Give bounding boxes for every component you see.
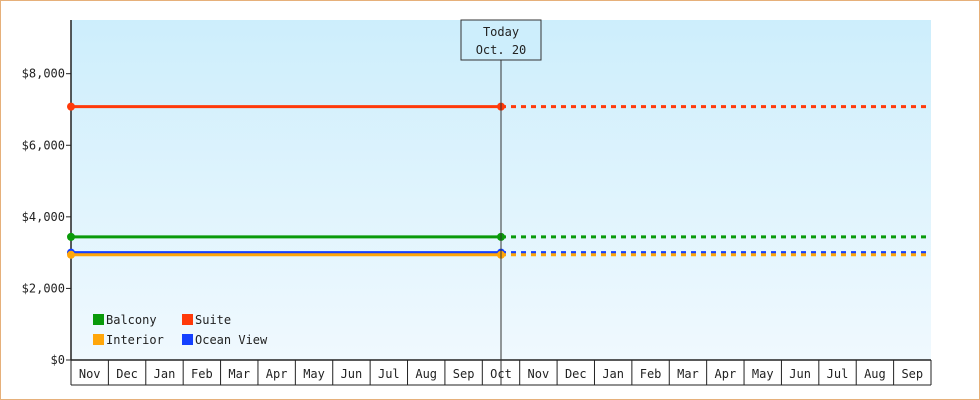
legend-label: Balcony [106,313,157,327]
legend-label: Suite [195,313,231,327]
y-tick-label: $0 [51,353,65,367]
y-tick-label: $6,000 [22,138,65,152]
y-tick-label: $2,000 [22,281,65,295]
y-tick-label: $4,000 [22,210,65,224]
legend-label: Ocean View [195,333,268,347]
legend-label: Interior [106,333,164,347]
legend-swatch [182,334,193,345]
series-point[interactable] [67,232,75,241]
month-label: Feb [640,367,662,381]
month-label: Jan [154,367,176,381]
month-label: Jul [827,367,849,381]
month-label: Dec [565,367,587,381]
y-tick-label: $8,000 [22,67,65,81]
month-label: Apr [266,367,288,381]
month-label: Apr [715,367,737,381]
month-label: Mar [228,367,250,381]
series-point[interactable] [67,102,75,111]
month-label: May [752,367,774,381]
month-label: Jul [378,367,400,381]
legend-swatch [182,314,193,325]
month-label: Sep [901,367,923,381]
month-label: Aug [415,367,437,381]
month-label: Nov [528,367,550,381]
legend-swatch [93,334,104,345]
series-point[interactable] [67,250,75,259]
legend-swatch [93,314,104,325]
today-date: Oct. 20 [476,43,527,57]
month-label: Jun [789,367,811,381]
month-label: May [303,367,325,381]
month-label: Mar [677,367,699,381]
month-label: Nov [79,367,101,381]
month-label: Jun [341,367,363,381]
month-label: Feb [191,367,213,381]
today-label-box [460,19,542,61]
today-label: Today [483,25,519,39]
month-label: Sep [453,367,475,381]
month-label: Dec [116,367,138,381]
month-label: Jan [602,367,624,381]
month-label: Aug [864,367,886,381]
